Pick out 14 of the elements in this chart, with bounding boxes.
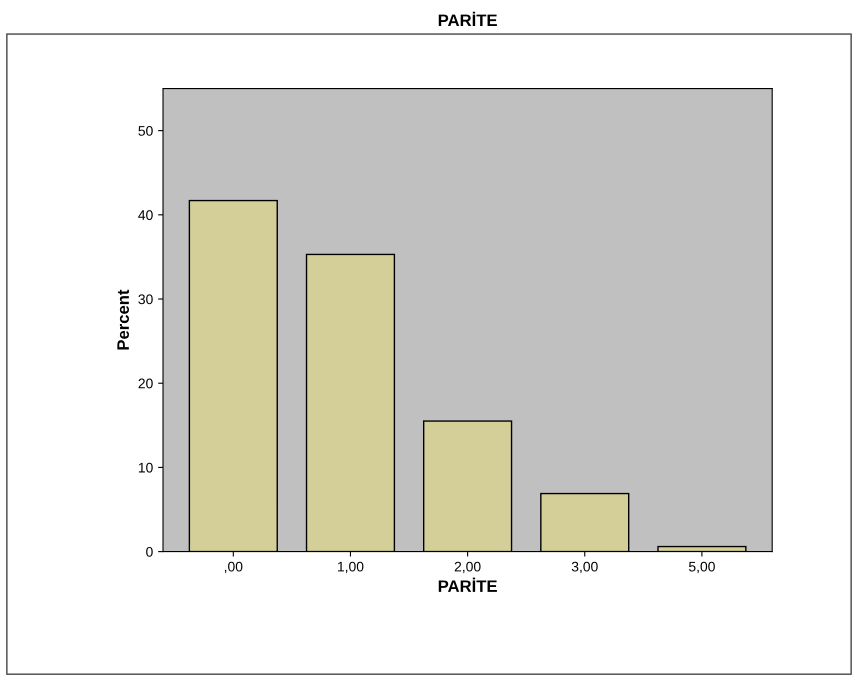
y-tick-label: 40 [138, 210, 153, 220]
x-tick-label: ,00 [224, 562, 242, 574]
chart-title: PARİTE [438, 12, 497, 26]
x-tick-label: 2,00 [454, 562, 481, 574]
x-tick-label: 5,00 [688, 562, 715, 574]
y-tick-label: 50 [138, 126, 153, 136]
y-tick-label: 0 [146, 546, 153, 557]
x-tick-label: 1,00 [338, 562, 364, 574]
y-axis-title: Percent [117, 290, 129, 350]
x-axis-title: PARİTE [438, 578, 497, 592]
y-tick-label: 30 [138, 294, 153, 304]
x-tick-label: 3,00 [572, 562, 598, 574]
y-tick-label: 20 [138, 378, 153, 388]
y-tick-label: 10 [138, 462, 153, 473]
